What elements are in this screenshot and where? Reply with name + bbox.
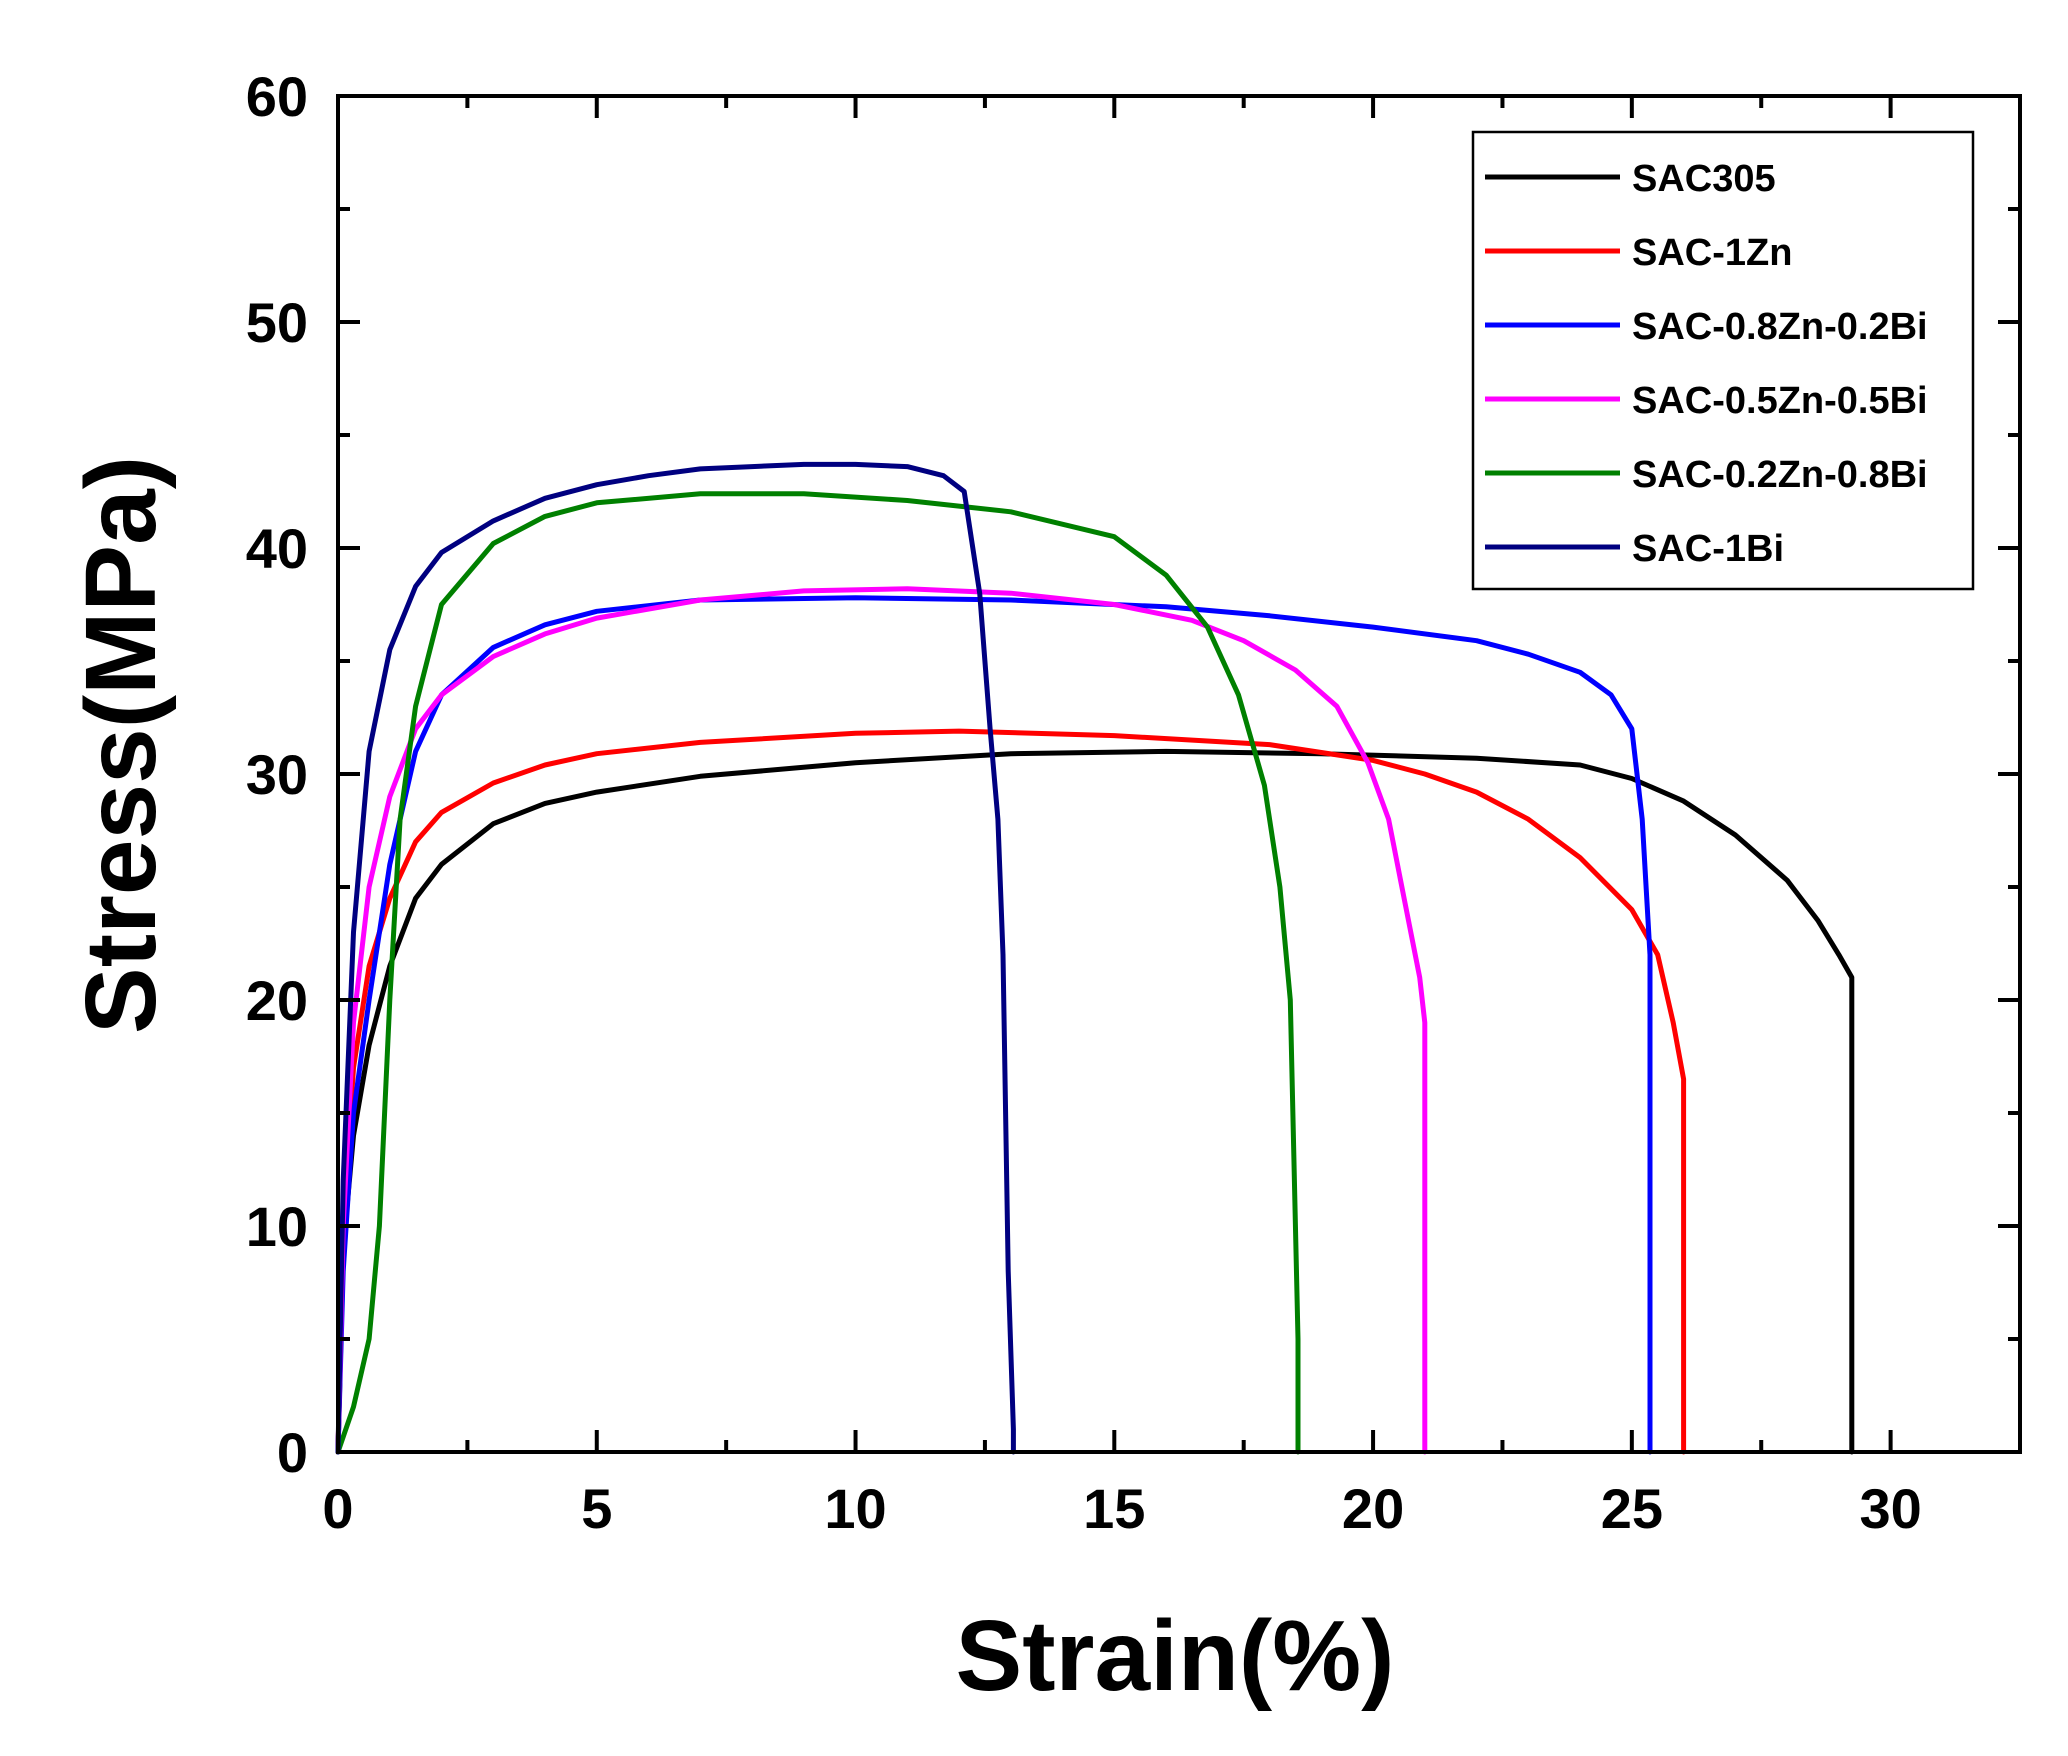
legend-label: SAC-0.8Zn-0.2Bi — [1632, 306, 1928, 348]
x-tick-label: 20 — [1342, 1477, 1404, 1540]
series-line-sac-1zn — [335, 728, 1687, 1455]
series-line-sac-0-8zn-0-2bi — [335, 595, 1653, 1455]
x-axis-title: Strain(%) — [956, 1600, 1395, 1712]
y-tick-label: 20 — [246, 969, 308, 1032]
y-tick-label: 60 — [246, 65, 308, 128]
x-tick-label: 15 — [1083, 1477, 1145, 1540]
series-layer — [335, 461, 1855, 1455]
x-tick-label: 30 — [1859, 1477, 1921, 1540]
series-line-sac-1bi — [335, 461, 1016, 1455]
y-axis-title: Stress(MPa) — [65, 456, 177, 1034]
legend-label: SAC-1Zn — [1632, 232, 1792, 274]
legend: SAC305 SAC-1Zn SAC-0.8Zn-0.2Bi SAC-0.5Zn-0.… — [1471, 130, 1975, 591]
legend-label: SAC-0.5Zn-0.5Bi — [1632, 380, 1928, 422]
y-axis-ticks: 0 10 20 30 40 50 60 — [246, 65, 2020, 1484]
y-tick-label: 50 — [246, 291, 308, 354]
legend-label: SAC-1Bi — [1632, 528, 1784, 570]
x-tick-label: 0 — [322, 1477, 353, 1540]
series-line-sac-0-2zn-0-8bi — [335, 491, 1301, 1455]
x-axis-ticks: 0 5 10 15 20 25 30 — [322, 96, 2022, 1540]
y-tick-label: 0 — [277, 1421, 308, 1484]
x-tick-label: 25 — [1601, 1477, 1663, 1540]
series-line-sac-0-5zn-0-5bi — [335, 586, 1428, 1455]
legend-box — [1471, 130, 1975, 591]
y-tick-label: 40 — [246, 517, 308, 580]
x-tick-label: 5 — [581, 1477, 612, 1540]
x-tick-label: 10 — [824, 1477, 886, 1540]
legend-label: SAC305 — [1632, 158, 1776, 200]
legend-label: SAC-0.2Zn-0.8Bi — [1632, 454, 1928, 496]
y-tick-label: 30 — [246, 743, 308, 806]
y-tick-label: 10 — [246, 1195, 308, 1258]
